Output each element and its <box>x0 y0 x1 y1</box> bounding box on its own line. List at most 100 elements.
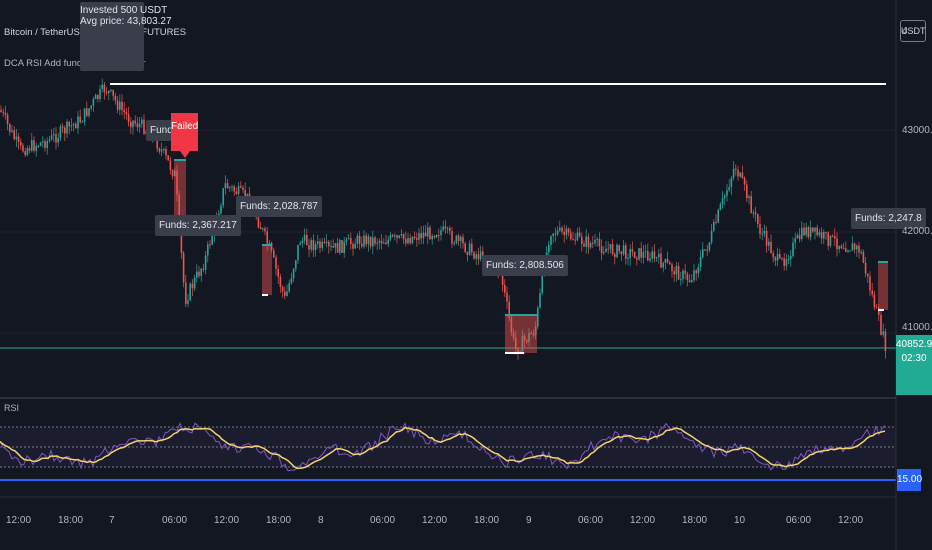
candle-body <box>242 187 244 191</box>
candle-body <box>779 254 781 259</box>
candle-body <box>444 226 447 229</box>
candle-body <box>598 238 601 247</box>
candle-body <box>13 130 15 140</box>
candle-body <box>510 317 513 333</box>
candle-body <box>787 258 790 260</box>
candle-body <box>750 196 752 214</box>
indicator-title[interactable]: DCA RSI Add funds exit simulator <box>4 58 146 69</box>
candle-body <box>189 283 191 301</box>
candle-body <box>138 124 141 128</box>
candle-body <box>752 212 755 214</box>
candle-body <box>372 237 374 247</box>
bar-countdown: 02:30 <box>901 353 927 364</box>
candle-body <box>702 249 704 257</box>
candle-body <box>101 84 103 89</box>
candle-body <box>706 249 708 251</box>
currency-button[interactable]: USDT <box>900 20 926 42</box>
candle-body <box>116 100 119 110</box>
candle-body <box>321 241 323 248</box>
candle-body <box>820 232 823 239</box>
candle-body <box>512 332 515 338</box>
candle-body <box>801 227 803 240</box>
candle-body <box>618 244 620 252</box>
candle-body <box>451 231 453 244</box>
candle-body <box>314 243 317 251</box>
candle-body <box>567 228 570 233</box>
candle-body <box>297 244 299 261</box>
candle-body <box>328 241 330 247</box>
candle-body <box>235 191 238 195</box>
candle-body <box>858 245 860 253</box>
candle-body <box>847 250 849 252</box>
candle-body <box>325 241 328 243</box>
candle-body <box>136 123 139 128</box>
candle-body <box>378 240 381 243</box>
candle-body <box>167 155 169 161</box>
candle-body <box>477 254 480 260</box>
candle-body <box>347 238 350 240</box>
candle-body <box>853 243 856 250</box>
candle-body <box>636 257 638 260</box>
candle-body <box>629 249 631 258</box>
candle-body <box>273 250 275 258</box>
candle-body <box>413 236 416 239</box>
candle-body <box>625 245 627 259</box>
candle-body <box>715 221 717 223</box>
candle-body <box>132 120 134 128</box>
candle-body <box>398 235 400 238</box>
candle-body <box>275 257 277 269</box>
candle-body <box>385 242 387 245</box>
candle-body <box>231 186 233 188</box>
candle-body <box>732 168 735 178</box>
candle-body <box>141 119 143 125</box>
candle-body <box>4 112 7 115</box>
candle-body <box>330 246 332 248</box>
candle-body <box>288 283 290 292</box>
candle-body <box>479 251 482 260</box>
candle-body <box>506 292 508 302</box>
candle-body <box>671 264 673 272</box>
candle-body <box>864 262 867 274</box>
candle-body <box>572 239 574 241</box>
candle-body <box>455 235 458 244</box>
candle-body <box>240 186 242 188</box>
candle-body <box>695 270 697 274</box>
candle-body <box>609 244 612 249</box>
candle-body <box>290 278 293 284</box>
candle-body <box>856 245 858 250</box>
candle-body <box>42 141 44 143</box>
rsi-title[interactable]: RSI <box>4 403 20 413</box>
candle-body <box>53 134 55 136</box>
candle-body <box>424 232 427 237</box>
candle-body <box>182 252 185 283</box>
candle-body <box>471 243 473 253</box>
candle-body <box>675 265 678 275</box>
candle-body <box>262 228 264 230</box>
candle-body <box>719 204 722 210</box>
candle-body <box>94 94 97 100</box>
candle-body <box>367 236 370 245</box>
candle-body <box>229 187 231 189</box>
candle-body <box>717 209 719 223</box>
candle-body <box>816 227 818 236</box>
candle-body <box>521 335 524 352</box>
candle-body <box>196 271 198 278</box>
candle-body <box>143 119 145 134</box>
last-price-badge: 40852.96 02:30 <box>896 335 932 395</box>
candle-body <box>798 235 801 240</box>
candle-body <box>574 239 576 241</box>
candle-body <box>33 140 35 151</box>
candle-body <box>220 205 222 214</box>
candle-body <box>528 333 530 342</box>
candle-body <box>783 258 785 266</box>
candle-body <box>724 195 726 198</box>
candle-body <box>383 242 385 244</box>
rsi-value-badge: 15.00 <box>897 469 922 491</box>
candle-body <box>86 108 88 116</box>
candle-body <box>319 241 321 248</box>
candle-body <box>884 331 887 352</box>
candle-body <box>266 231 268 244</box>
candle-body <box>268 242 271 244</box>
funds-label: Funds: 2,247.8 <box>851 208 926 229</box>
